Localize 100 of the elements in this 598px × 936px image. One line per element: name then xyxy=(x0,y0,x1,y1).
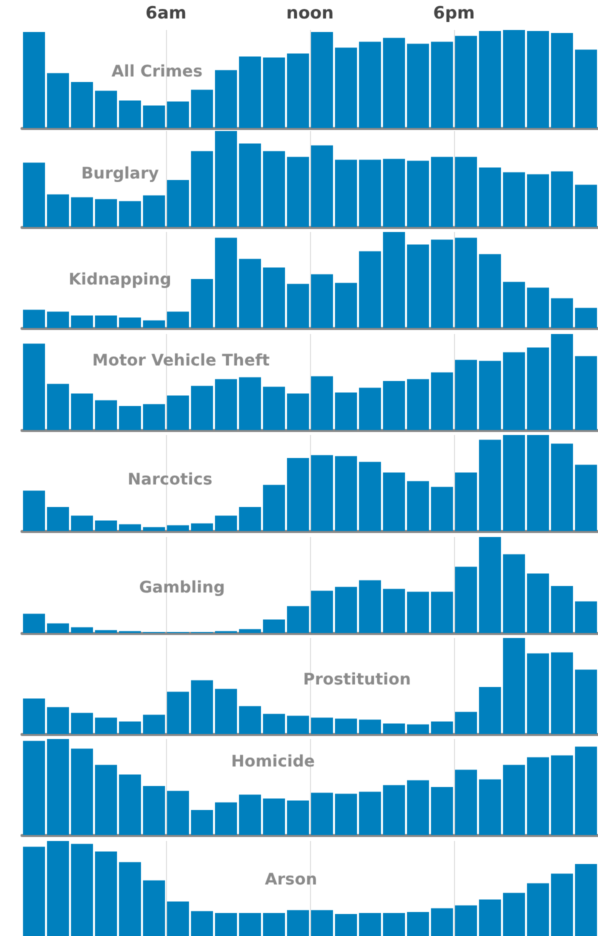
bar xyxy=(95,90,117,128)
bar xyxy=(527,347,549,430)
bar xyxy=(119,774,141,836)
bar xyxy=(71,626,93,633)
bar xyxy=(431,591,453,633)
bar xyxy=(191,151,213,227)
bar xyxy=(95,718,117,734)
bar xyxy=(71,316,93,328)
bar xyxy=(95,630,117,633)
bar xyxy=(407,160,429,227)
bar xyxy=(215,516,237,532)
bar xyxy=(431,42,453,128)
bar xyxy=(95,765,117,836)
bar xyxy=(359,462,381,532)
bar xyxy=(215,912,237,936)
bar xyxy=(71,197,93,227)
bar xyxy=(47,194,69,227)
bar xyxy=(287,716,309,734)
bar xyxy=(143,880,165,936)
bar xyxy=(191,524,213,532)
bar xyxy=(239,795,261,836)
bar xyxy=(47,840,69,936)
bar xyxy=(407,724,429,734)
bar xyxy=(335,160,357,227)
bar xyxy=(455,472,477,532)
bar xyxy=(455,156,477,227)
bar xyxy=(287,910,309,936)
bar xyxy=(239,56,261,128)
x-tick-label: noon xyxy=(286,4,334,24)
bar xyxy=(383,380,405,430)
bar xyxy=(263,912,285,936)
bar xyxy=(431,787,453,836)
x-tick-label: 6pm xyxy=(433,4,475,24)
bar xyxy=(551,171,573,227)
bar xyxy=(263,57,285,128)
bar xyxy=(71,712,93,734)
bar xyxy=(455,712,477,734)
bar xyxy=(215,131,237,227)
bar xyxy=(95,316,117,328)
bar xyxy=(311,910,333,936)
text: Motor Vehicle Theft xyxy=(92,350,270,370)
bar xyxy=(143,195,165,227)
bar xyxy=(479,780,501,836)
bar xyxy=(455,905,477,936)
bar xyxy=(551,444,573,532)
bar xyxy=(383,38,405,128)
bar xyxy=(263,151,285,227)
bar xyxy=(479,686,501,734)
bar xyxy=(407,481,429,532)
bar xyxy=(263,268,285,328)
bar xyxy=(239,143,261,227)
bar xyxy=(23,310,45,328)
bar xyxy=(215,802,237,836)
bar xyxy=(383,232,405,328)
bar xyxy=(479,360,501,430)
bar xyxy=(167,395,189,430)
bar xyxy=(479,536,501,633)
bar xyxy=(311,376,333,430)
bar xyxy=(23,490,45,532)
bar xyxy=(95,520,117,532)
bar xyxy=(287,284,309,328)
bar xyxy=(167,692,189,734)
bar xyxy=(455,770,477,836)
bar xyxy=(215,688,237,734)
bar xyxy=(503,554,525,633)
bar xyxy=(527,435,549,532)
bar xyxy=(215,238,237,328)
bar xyxy=(407,780,429,836)
bar xyxy=(335,283,357,328)
bar xyxy=(503,435,525,532)
bar xyxy=(311,274,333,328)
bar xyxy=(71,748,93,836)
bar xyxy=(167,525,189,532)
bar xyxy=(575,50,597,128)
bar xyxy=(551,756,573,836)
bar xyxy=(527,288,549,328)
bar xyxy=(311,793,333,836)
bar xyxy=(239,628,261,633)
bar xyxy=(359,388,381,430)
bar xyxy=(383,723,405,734)
bar xyxy=(23,741,45,836)
bar xyxy=(287,458,309,532)
bar xyxy=(359,792,381,836)
bar xyxy=(335,718,357,734)
text: Kidnapping xyxy=(68,270,172,289)
x-tick-label: 6am xyxy=(145,4,187,24)
bar xyxy=(263,485,285,532)
bar xyxy=(167,102,189,128)
bar xyxy=(119,722,141,734)
bar xyxy=(287,156,309,227)
bar xyxy=(263,798,285,836)
bar xyxy=(239,507,261,532)
bar xyxy=(263,386,285,430)
bar xyxy=(575,600,597,633)
bar xyxy=(119,524,141,532)
bar xyxy=(95,851,117,936)
bar xyxy=(503,892,525,936)
bar xyxy=(383,472,405,532)
text: Gambling xyxy=(139,577,225,596)
bar xyxy=(311,455,333,532)
